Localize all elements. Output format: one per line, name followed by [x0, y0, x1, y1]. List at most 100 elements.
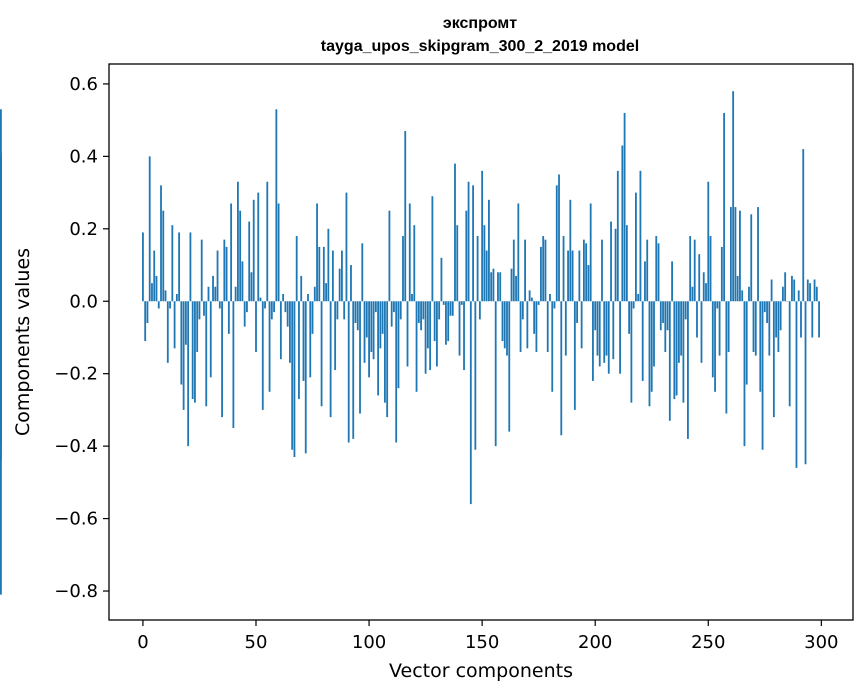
bar	[277, 203, 280, 302]
bar	[232, 301, 235, 429]
bar	[250, 272, 253, 302]
bar	[662, 301, 664, 323]
bar	[592, 301, 594, 381]
bar	[221, 301, 223, 418]
bar	[718, 301, 721, 356]
bar	[711, 301, 714, 378]
bar	[716, 301, 719, 309]
bar	[175, 294, 178, 302]
bar	[689, 236, 692, 302]
bar	[630, 301, 633, 403]
bar	[356, 301, 359, 331]
bar	[151, 283, 153, 302]
bar	[144, 301, 147, 342]
bar	[596, 301, 599, 356]
bar	[257, 192, 260, 302]
bar	[291, 301, 294, 450]
bar	[268, 301, 271, 392]
bar	[540, 246, 542, 302]
y-axis-label: Components values	[12, 248, 34, 436]
bar	[270, 301, 273, 320]
bar	[309, 301, 312, 378]
bar	[573, 301, 576, 410]
bar	[497, 272, 499, 302]
bar	[363, 301, 366, 363]
bar	[779, 301, 782, 331]
bar	[666, 301, 669, 331]
bar	[307, 294, 309, 302]
bar	[621, 145, 624, 302]
bar	[234, 286, 237, 302]
bar	[732, 91, 735, 302]
bar	[488, 199, 490, 302]
bar	[741, 290, 744, 302]
bar	[329, 301, 332, 418]
bar	[537, 301, 540, 305]
bar	[440, 257, 443, 302]
y-tick-label: −0.6	[54, 509, 98, 530]
bar	[569, 199, 572, 302]
bar	[372, 301, 375, 360]
bar	[478, 301, 481, 320]
x-tick-label: 300	[804, 632, 838, 653]
bar	[248, 221, 251, 302]
bar	[402, 236, 404, 302]
bar	[386, 301, 389, 418]
bar	[521, 301, 524, 320]
bar	[648, 301, 651, 407]
bar	[359, 301, 361, 414]
bar	[399, 301, 402, 320]
bar	[571, 250, 574, 302]
bar	[494, 301, 497, 447]
bar	[632, 301, 635, 309]
bar	[614, 228, 617, 302]
bar	[628, 301, 631, 334]
bar	[157, 301, 160, 309]
bar	[214, 286, 217, 302]
bar	[499, 272, 502, 302]
bar	[447, 301, 450, 342]
bar	[759, 301, 762, 392]
bar	[411, 294, 413, 302]
bar	[189, 232, 192, 302]
x-tick-label: 0	[137, 632, 148, 653]
bar	[216, 250, 219, 302]
bar	[528, 290, 531, 302]
bar	[558, 174, 560, 302]
bar	[169, 301, 171, 309]
bar	[555, 185, 558, 302]
bar	[338, 268, 341, 302]
x-tick-label: 150	[465, 632, 499, 653]
bar	[264, 301, 266, 309]
bar	[754, 301, 757, 356]
bar	[485, 250, 488, 302]
bar	[542, 236, 545, 302]
bar	[483, 225, 486, 302]
bar	[714, 301, 716, 392]
bar	[261, 301, 264, 410]
bar	[322, 246, 325, 302]
bar	[187, 301, 190, 447]
bar	[194, 301, 196, 403]
bar	[745, 301, 748, 385]
bar	[259, 297, 262, 302]
bar	[791, 275, 793, 302]
bar	[239, 210, 242, 302]
bar	[748, 286, 750, 302]
bar	[553, 301, 556, 309]
bar	[723, 112, 726, 302]
bar	[146, 301, 149, 323]
bar	[275, 109, 278, 302]
bar	[465, 210, 468, 302]
bar	[343, 301, 346, 320]
bar	[788, 301, 791, 407]
bar	[775, 301, 778, 338]
bar	[576, 301, 579, 323]
bar	[341, 250, 343, 302]
bar	[361, 243, 364, 302]
bar	[284, 301, 287, 313]
bar	[225, 246, 228, 302]
x-axis: 0 50 100 150 200 250 300	[137, 620, 839, 653]
bar	[804, 301, 807, 465]
bar	[395, 301, 398, 443]
